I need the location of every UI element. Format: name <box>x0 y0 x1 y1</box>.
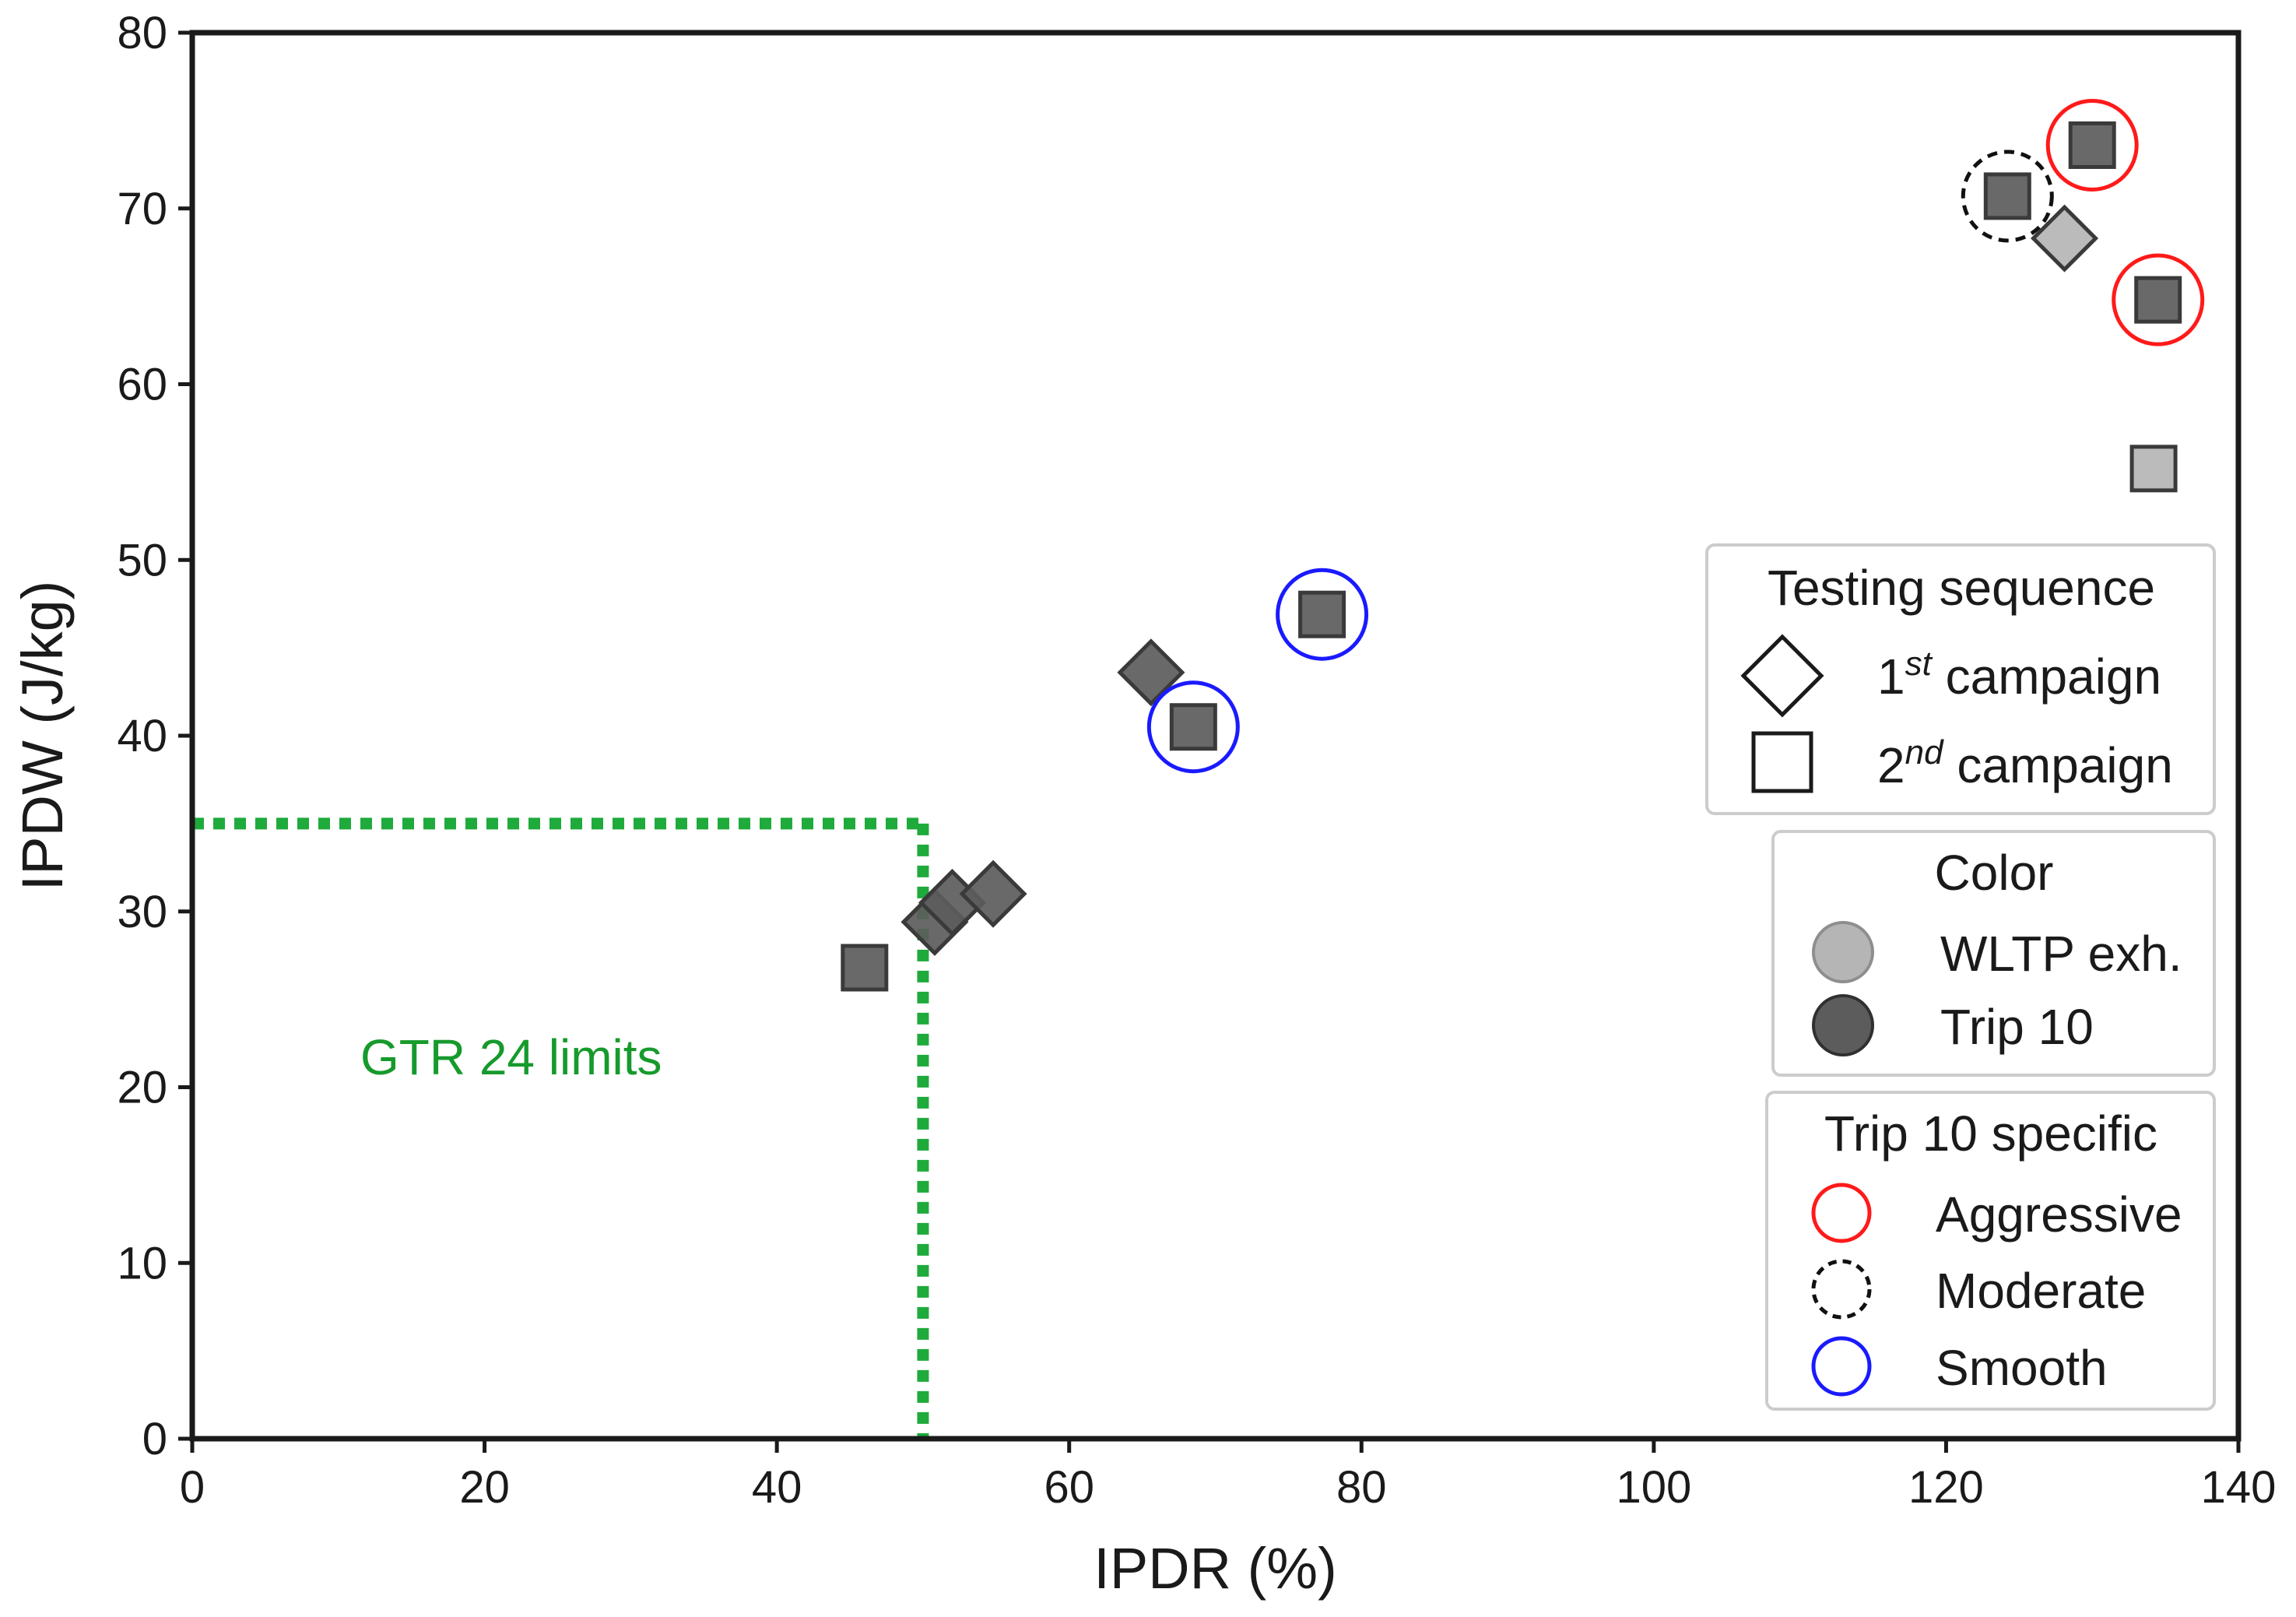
x-tick-label-120: 120 <box>1908 1462 1984 1513</box>
y-tick-label-0: 0 <box>142 1414 167 1464</box>
legend-label-1st-suffix: campaign <box>1932 649 2161 705</box>
x-tick-label-60: 60 <box>1044 1462 1094 1513</box>
y-tick-label-70: 70 <box>117 184 167 234</box>
legend-square-icon <box>1751 731 1813 793</box>
legend-aggressive-ring-icon <box>1811 1183 1872 1243</box>
data-point-square-6 <box>1298 590 1346 638</box>
reference-lines-layer <box>192 817 929 1439</box>
legend-moderate-ring-icon <box>1811 1259 1872 1320</box>
legend-title-trip10-specific: Trip 10 specific <box>1824 1106 2157 1162</box>
legend-box-testing-sequence <box>1705 543 2216 815</box>
legend-label-1st-base: 1 <box>1877 649 1905 705</box>
data-point-square-5 <box>1169 703 1217 751</box>
legend-wltp-circle-icon <box>1812 921 1874 983</box>
y-tick-label-20: 20 <box>117 1063 167 1113</box>
legend-label-2nd-base: 2 <box>1877 737 1905 793</box>
legend-label-1st-campaign: 1st campaign <box>1877 645 2161 705</box>
legend-color: Color WLTP exh. Trip 10 <box>1771 830 2216 1077</box>
legend-label-2nd-campaign: 2nd campaign <box>1877 733 2173 794</box>
y-tick-label-50: 50 <box>117 535 167 585</box>
legend-box-trip10-specific <box>1765 1091 2216 1411</box>
data-points-layer <box>841 98 2205 992</box>
legend-label-2nd-suffix: campaign <box>1943 737 2173 793</box>
legend-title-color: Color <box>1935 845 2054 901</box>
data-point-square-9 <box>2068 121 2116 169</box>
data-point-square-10 <box>2134 276 2182 324</box>
legend-label-1st-sup: st <box>1905 645 1933 683</box>
legend: Testing sequence 1st campaign 2nd campai… <box>1705 543 2216 1411</box>
smooth-ring-6 <box>1276 568 1369 661</box>
y-tick-label-40: 40 <box>117 711 167 761</box>
x-tick-label-20: 20 <box>459 1462 510 1513</box>
legend-title-testing-sequence: Testing sequence <box>1768 560 2155 616</box>
moderate-ring-7 <box>1961 149 2054 243</box>
x-tick-label-40: 40 <box>752 1462 802 1513</box>
data-point-diamond-8 <box>2030 204 2099 272</box>
legend-label-wltp-exh: WLTP exh. <box>1940 926 2182 982</box>
legend-smooth-ring-icon <box>1811 1336 1872 1397</box>
legend-trip10-specific: Trip 10 specific Aggressive Moderate Smo… <box>1765 1091 2216 1411</box>
legend-label-2nd-sup: nd <box>1905 733 1944 772</box>
legend-trip10-circle-icon <box>1812 994 1874 1056</box>
legend-testing-sequence: Testing sequence 1st campaign 2nd campai… <box>1705 543 2216 815</box>
data-point-diamond-4 <box>1117 638 1185 707</box>
data-point-diamond-3 <box>959 859 1027 928</box>
legend-label-trip-10: Trip 10 <box>1940 999 2094 1055</box>
y-tick-label-80: 80 <box>117 8 167 58</box>
aggressive-ring-9 <box>2045 98 2139 192</box>
legend-label-aggressive: Aggressive <box>1936 1186 2182 1243</box>
aggressive-ring-10 <box>2112 253 2205 346</box>
legend-label-moderate: Moderate <box>1936 1263 2146 1319</box>
y-axis-title: IPDW (J/kg) <box>10 581 75 891</box>
data-point-square-11 <box>2129 445 2178 493</box>
x-tick-label-0: 0 <box>180 1462 205 1513</box>
legend-box-color <box>1771 830 2216 1077</box>
x-tick-label-80: 80 <box>1336 1462 1387 1513</box>
legend-diamond-icon <box>1740 634 1824 718</box>
y-tick-label-30: 30 <box>117 887 167 937</box>
axes-layer: 0 20 40 60 80 100 120 140 0 10 20 30 40 50 60 70 80 <box>117 8 2276 1513</box>
data-point-square-7 <box>1983 172 2031 220</box>
x-tick-label-100: 100 <box>1616 1462 1691 1513</box>
x-tick-label-140: 140 <box>2201 1462 2277 1513</box>
gtr-24-limits-annotation: GTR 24 limits <box>360 1029 662 1085</box>
y-tick-label-60: 60 <box>117 360 167 410</box>
legend-label-smooth: Smooth <box>1936 1340 2108 1396</box>
x-axis-title: IPDR (%) <box>1094 1536 1336 1601</box>
data-point-square-0 <box>841 944 889 992</box>
smooth-ring-5 <box>1146 680 1240 774</box>
y-tick-label-10: 10 <box>117 1238 167 1288</box>
